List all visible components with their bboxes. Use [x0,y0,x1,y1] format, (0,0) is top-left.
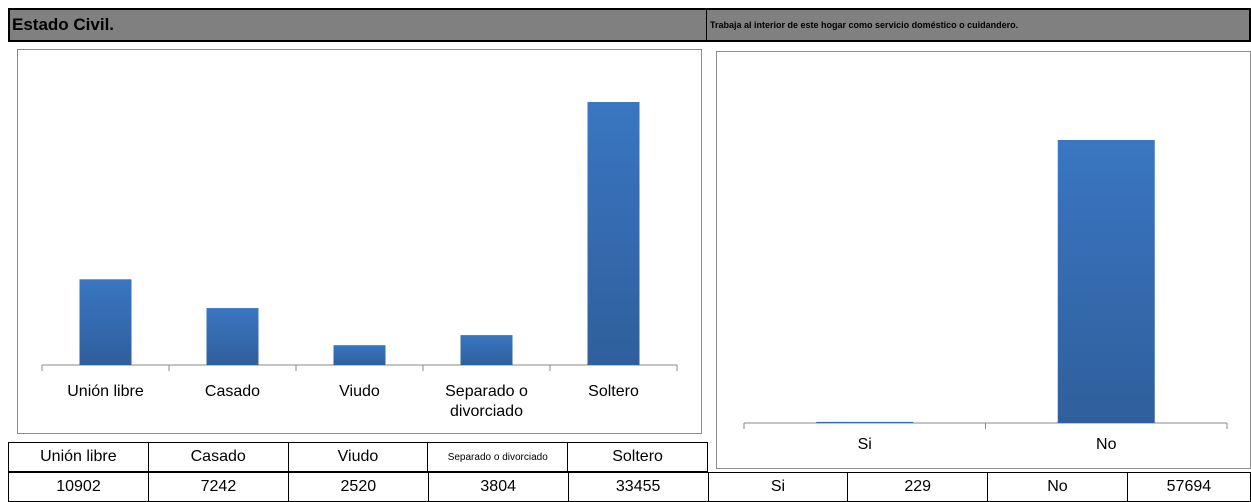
table-header-cell: Casado [147,442,289,472]
estado-civil-header: Estado Civil. [8,8,708,42]
table-row: Unión libre Casado Viudo Separado o divo… [8,442,708,472]
x-tick-label: Separado o [445,383,528,400]
servicio-domestico-chart-frame: Si No [716,51,1251,469]
servicio-domestico-chart: Si No [743,140,1228,453]
table-cell: 229 [847,472,989,502]
table-header-cell: Viudo [287,442,429,472]
x-tick-label: No [1096,436,1117,453]
table-cell: 7242 [147,472,289,502]
bar [79,279,132,365]
table-cell: No [987,472,1128,502]
bar [333,345,386,365]
bar [587,102,640,365]
bar [460,335,513,365]
table-header-cell: Unión libre [8,442,149,472]
servicio-domestico-title: Trabaja al interior de este hogar como s… [710,20,1019,30]
estado-civil-header-table: Unión libre Casado Viudo Separado o divo… [8,442,708,472]
bar [1057,140,1155,423]
table-cell: 10902 [8,472,149,502]
table-cell: 57694 [1126,472,1251,502]
x-tick-label: divorciado [450,403,523,420]
table-header-cell: Soltero [567,442,708,472]
estado-civil-chart-frame: Unión libre Casado Viudo Separado o divorcia… [17,49,702,434]
table-cell: 33455 [567,472,709,502]
estado-civil-title: Estado Civil. [12,15,115,34]
x-tick-label: Soltero [588,383,639,400]
table-cell: 2520 [287,472,429,502]
x-tick-label: Casado [205,383,260,400]
bar [206,308,259,365]
x-tick-label: Unión libre [67,383,144,400]
table-header-cell: Separado o divorciado [427,442,569,472]
servicio-domestico-header: Trabaja al interior de este hogar como s… [706,8,1251,42]
table-row: 10902 7242 2520 3804 33455 Si 229 No 576… [8,472,1251,502]
table-cell: Si [707,472,849,502]
x-tick-label: Viudo [339,383,380,400]
values-table: 10902 7242 2520 3804 33455 Si 229 No 576… [8,472,1251,502]
x-tick-label: Si [858,436,872,453]
estado-civil-chart: Unión libre Casado Viudo Separado o divorcia… [41,102,678,420]
bar [816,421,914,423]
table-cell: 3804 [427,472,569,502]
